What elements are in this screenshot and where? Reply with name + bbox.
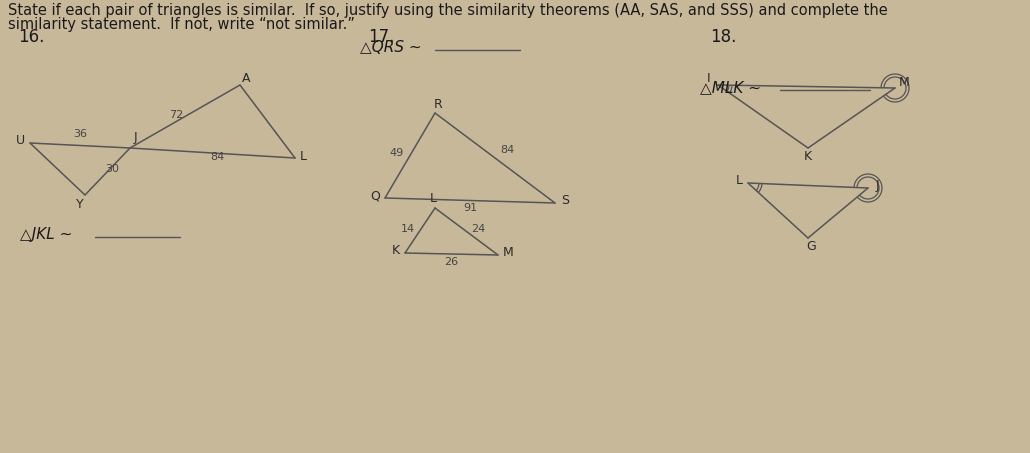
- Text: M: M: [503, 246, 513, 260]
- Text: M: M: [898, 76, 909, 88]
- Text: L: L: [430, 193, 437, 206]
- Text: I: I: [708, 72, 711, 86]
- Text: A: A: [242, 72, 250, 85]
- Text: 91: 91: [462, 203, 477, 213]
- Text: 84: 84: [500, 145, 514, 155]
- Text: 36: 36: [73, 129, 87, 139]
- Text: K: K: [392, 245, 400, 257]
- Text: 72: 72: [169, 110, 183, 120]
- Text: 26: 26: [444, 257, 458, 267]
- Text: 24: 24: [472, 223, 485, 233]
- Text: G: G: [806, 241, 816, 254]
- Text: △JKL ∼: △JKL ∼: [20, 227, 72, 242]
- Text: △MLK ∼: △MLK ∼: [700, 81, 761, 96]
- Text: J: J: [876, 178, 879, 192]
- Text: 49: 49: [390, 149, 404, 159]
- Text: 30: 30: [105, 164, 119, 174]
- Text: 14: 14: [401, 223, 415, 233]
- Text: S: S: [561, 194, 569, 207]
- Text: 17.: 17.: [368, 28, 394, 46]
- Text: 84: 84: [210, 152, 225, 162]
- Text: 16.: 16.: [18, 28, 44, 46]
- Text: similarity statement.  If not, write “not similar.”: similarity statement. If not, write “not…: [8, 17, 355, 32]
- Text: △QRS ∼: △QRS ∼: [360, 40, 421, 56]
- Text: Q: Q: [370, 189, 380, 202]
- Text: J: J: [133, 131, 137, 145]
- Text: 18.: 18.: [710, 28, 736, 46]
- Text: Y: Y: [76, 198, 83, 211]
- Text: State if each pair of triangles is similar.  If so, justify using the similarity: State if each pair of triangles is simil…: [8, 3, 888, 18]
- Text: R: R: [434, 97, 442, 111]
- Text: L: L: [300, 149, 307, 163]
- Text: U: U: [15, 135, 25, 148]
- Text: L: L: [735, 173, 743, 187]
- Text: K: K: [804, 150, 812, 164]
